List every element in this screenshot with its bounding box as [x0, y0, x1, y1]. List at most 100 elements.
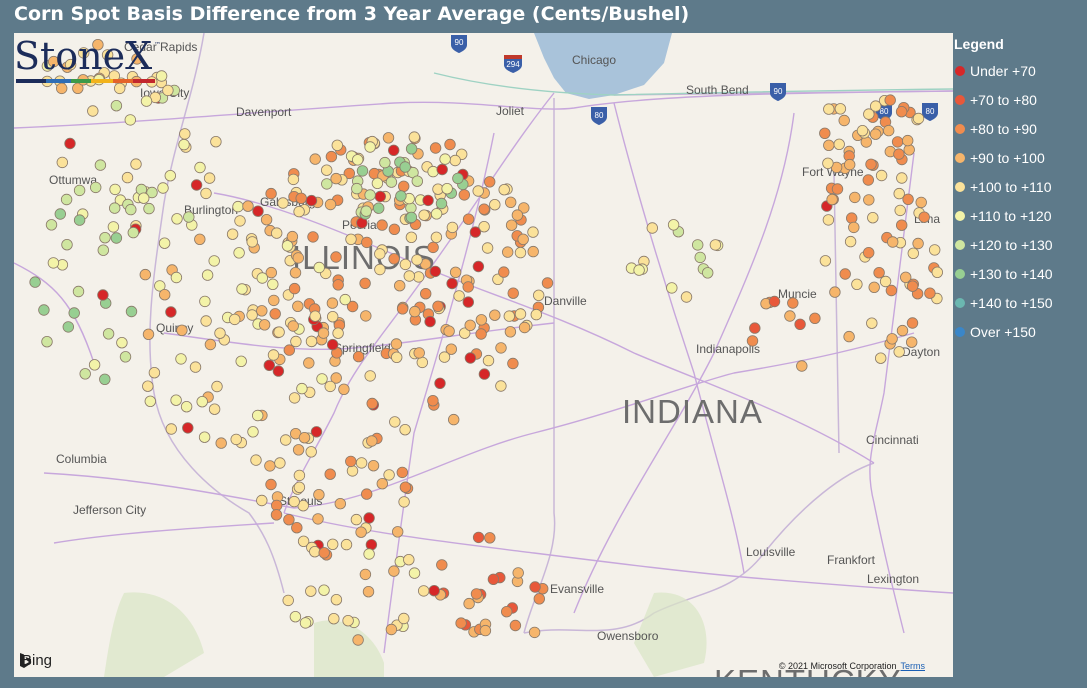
basis-point-marker[interactable] — [252, 205, 264, 217]
basis-point-marker[interactable] — [130, 158, 142, 170]
basis-point-marker[interactable] — [321, 178, 333, 190]
basis-point-marker[interactable] — [282, 594, 294, 607]
basis-point-marker[interactable] — [879, 275, 892, 288]
basis-point-marker[interactable] — [97, 289, 109, 301]
basis-point-marker[interactable] — [256, 272, 269, 284]
basis-point-marker[interactable] — [376, 219, 388, 231]
basis-point-marker[interactable] — [374, 263, 386, 276]
basis-point-marker[interactable] — [831, 183, 844, 195]
basis-point-marker[interactable] — [489, 198, 501, 211]
basis-point-marker[interactable] — [893, 346, 905, 358]
basis-point-marker[interactable] — [702, 267, 714, 279]
basis-point-marker[interactable] — [481, 242, 494, 254]
basis-point-marker[interactable] — [330, 251, 342, 263]
basis-point-marker[interactable] — [495, 380, 507, 392]
basis-point-marker[interactable] — [328, 613, 340, 625]
basis-point-marker[interactable] — [518, 202, 530, 214]
basis-point-marker[interactable] — [327, 538, 339, 551]
basis-point-marker[interactable] — [350, 513, 363, 526]
basis-point-marker[interactable] — [894, 204, 906, 217]
basis-point-marker[interactable] — [458, 189, 471, 201]
basis-point-marker[interactable] — [127, 226, 140, 239]
legend-item[interactable]: +70 to +80 — [953, 85, 1083, 114]
basis-point-marker[interactable] — [250, 454, 262, 466]
basis-point-marker[interactable] — [68, 307, 80, 319]
basis-point-marker[interactable] — [929, 244, 941, 256]
basis-point-marker[interactable] — [355, 457, 368, 469]
basis-point-marker[interactable] — [388, 223, 401, 236]
basis-point-marker[interactable] — [79, 368, 91, 380]
basis-point-marker[interactable] — [906, 317, 919, 329]
legend-item[interactable]: +110 to +120 — [953, 201, 1083, 230]
basis-point-marker[interactable] — [142, 380, 154, 392]
basis-point-marker[interactable] — [175, 353, 187, 365]
basis-point-marker[interactable] — [267, 349, 280, 361]
basis-point-marker[interactable] — [867, 211, 879, 224]
basis-point-marker[interactable] — [424, 315, 436, 328]
basis-point-marker[interactable] — [633, 264, 645, 276]
basis-point-marker[interactable] — [388, 144, 400, 157]
basis-point-marker[interactable] — [907, 247, 920, 260]
basis-point-marker[interactable] — [164, 169, 177, 182]
basis-point-marker[interactable] — [351, 182, 363, 195]
basis-point-marker[interactable] — [844, 158, 856, 171]
basis-point-marker[interactable] — [48, 55, 60, 68]
basis-point-marker[interactable] — [198, 431, 211, 443]
basis-point-marker[interactable] — [325, 150, 338, 163]
basis-point-marker[interactable] — [56, 82, 68, 95]
basis-point-marker[interactable] — [518, 321, 531, 334]
basis-point-marker[interactable] — [189, 361, 202, 373]
basis-point-marker[interactable] — [822, 214, 835, 226]
basis-point-marker[interactable] — [912, 112, 925, 125]
basis-point-marker[interactable] — [530, 308, 543, 321]
basis-point-marker[interactable] — [436, 559, 448, 571]
basis-point-marker[interactable] — [366, 397, 378, 410]
basis-point-marker[interactable] — [459, 327, 471, 339]
basis-point-marker[interactable] — [41, 336, 53, 348]
basis-point-marker[interactable] — [280, 434, 292, 446]
basis-point-marker[interactable] — [507, 357, 519, 370]
basis-point-marker[interactable] — [844, 235, 857, 248]
basis-point-marker[interactable] — [200, 187, 212, 200]
basis-point-marker[interactable] — [270, 509, 283, 521]
basis-point-marker[interactable] — [309, 310, 321, 322]
basis-point-marker[interactable] — [60, 193, 73, 206]
basis-point-marker[interactable] — [448, 413, 460, 426]
basis-point-marker[interactable] — [646, 222, 659, 234]
basis-point-marker[interactable] — [443, 325, 455, 337]
basis-point-marker[interactable] — [162, 84, 174, 97]
basis-point-marker[interactable] — [324, 380, 336, 393]
legend-item[interactable]: +120 to +130 — [953, 230, 1083, 259]
basis-point-marker[interactable] — [288, 392, 301, 404]
basis-point-marker[interactable] — [359, 277, 371, 290]
basis-point-marker[interactable] — [403, 554, 415, 566]
basis-point-marker[interactable] — [165, 306, 177, 318]
basis-point-marker[interactable] — [363, 548, 375, 560]
basis-point-marker[interactable] — [208, 255, 220, 267]
basis-point-marker[interactable] — [472, 531, 485, 544]
basis-point-marker[interactable] — [313, 489, 325, 501]
basis-point-marker[interactable] — [505, 196, 517, 209]
basis-point-marker[interactable] — [398, 496, 410, 508]
basis-point-marker[interactable] — [906, 336, 918, 348]
basis-point-marker[interactable] — [292, 444, 305, 456]
basis-point-marker[interactable] — [179, 128, 191, 140]
basis-point-marker[interactable] — [475, 328, 487, 340]
basis-point-marker[interactable] — [429, 265, 442, 278]
basis-point-marker[interactable] — [413, 347, 425, 359]
basis-point-marker[interactable] — [749, 322, 761, 334]
basis-point-marker[interactable] — [478, 203, 490, 215]
basis-point-marker[interactable] — [374, 190, 387, 203]
basis-point-marker[interactable] — [418, 209, 430, 221]
basis-point-marker[interactable] — [201, 269, 214, 281]
basis-point-marker[interactable] — [204, 338, 217, 351]
basis-point-marker[interactable] — [99, 373, 111, 386]
basis-point-marker[interactable] — [527, 226, 539, 238]
basis-point-marker[interactable] — [247, 426, 259, 438]
basis-point-marker[interactable] — [509, 619, 522, 632]
basis-point-marker[interactable] — [327, 338, 339, 351]
basis-point-marker[interactable] — [176, 324, 188, 337]
basis-point-marker[interactable] — [482, 354, 495, 367]
basis-point-marker[interactable] — [101, 49, 114, 61]
basis-point-marker[interactable] — [310, 426, 323, 438]
